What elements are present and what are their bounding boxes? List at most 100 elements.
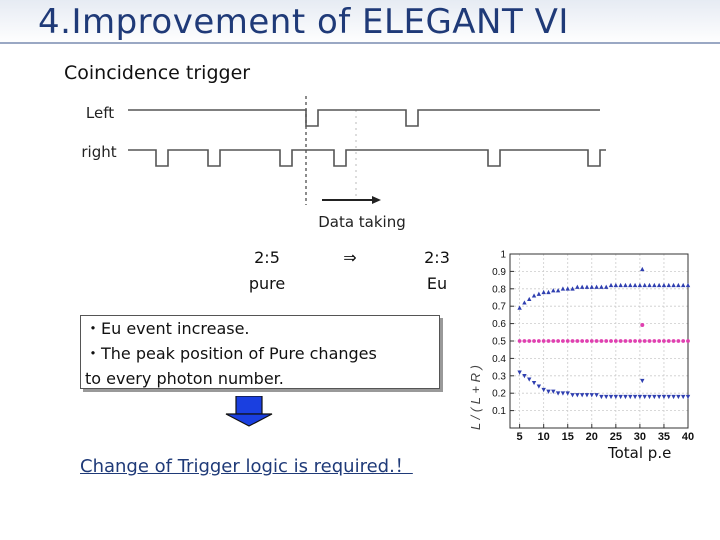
data-point — [671, 339, 676, 343]
data-point — [604, 394, 609, 400]
data-point — [536, 339, 541, 343]
data-point — [531, 380, 537, 386]
x-tick-label: 5 — [517, 431, 523, 443]
data-point — [623, 339, 628, 343]
data-point — [546, 389, 551, 394]
data-point — [676, 282, 681, 288]
chart-xlabel: Total p.e — [608, 444, 672, 462]
data-point — [666, 339, 671, 343]
y-tick-label: 0.7 — [492, 302, 506, 313]
data-point — [585, 339, 589, 343]
data-point — [652, 339, 657, 343]
x-tick-label: 40 — [682, 431, 694, 443]
left-label: Left — [78, 101, 122, 125]
data-point — [671, 282, 676, 288]
data-point — [652, 394, 657, 400]
data-point — [686, 339, 690, 343]
y-tick-label: 0.3 — [492, 371, 506, 382]
ratio-arrow: ⇒ — [343, 248, 357, 267]
ratio-chart: L / ( L + R ) 0.1 0.2 0.3 0.4 0.5 0.6 0.7 0.8 0.9… — [468, 250, 694, 444]
data-point — [628, 282, 633, 288]
data-point — [579, 393, 585, 398]
note-line-2: ・The peak position of Pure changes — [85, 344, 377, 363]
data-point — [680, 282, 686, 288]
data-point — [685, 394, 691, 400]
chart-ylabel-text: L / ( L + R ) — [468, 365, 483, 430]
data-point — [555, 391, 561, 396]
data-point — [618, 394, 623, 400]
data-point — [671, 394, 676, 400]
data-point — [555, 288, 561, 293]
data-point — [623, 394, 628, 400]
legend-marker — [640, 323, 645, 327]
data-point — [604, 284, 609, 289]
data-point — [522, 374, 527, 379]
data-point — [632, 394, 638, 400]
data-point — [556, 339, 561, 343]
data-point — [565, 391, 570, 396]
data-point — [541, 387, 546, 393]
data-point — [662, 339, 666, 343]
data-point — [685, 282, 691, 288]
data-point — [565, 339, 570, 343]
data-point — [546, 289, 551, 295]
notes-box: ・Eu event increase. ・The peak position o… — [80, 315, 440, 389]
x-tick-label: 35 — [658, 431, 670, 443]
data-point — [647, 339, 652, 343]
data-point — [661, 394, 667, 400]
data-point — [536, 384, 542, 389]
data-point — [531, 293, 537, 298]
data-point — [560, 286, 566, 291]
data-point — [536, 291, 542, 296]
data-point — [575, 393, 580, 398]
y-tick-label: 0.1 — [492, 406, 506, 417]
data-point — [570, 339, 575, 343]
data-point — [647, 282, 652, 288]
data-point — [661, 282, 667, 288]
pure-ratio: 2:5 — [254, 248, 280, 267]
down-arrow-icon — [225, 396, 273, 427]
data-point — [604, 339, 609, 343]
data-point — [613, 394, 619, 400]
data-point — [618, 339, 623, 343]
data-taking-label: Data taking — [312, 208, 412, 236]
data-point — [676, 394, 681, 400]
y-tick-label: 0.6 — [492, 319, 506, 330]
data-point — [527, 339, 532, 343]
data-point — [594, 339, 599, 343]
data-point — [560, 391, 566, 396]
right-signal-line — [128, 149, 606, 167]
title-bar — [0, 0, 720, 44]
data-point — [551, 389, 556, 394]
data-point — [584, 284, 590, 289]
data-point — [642, 394, 647, 400]
arrow-head-icon — [372, 196, 381, 204]
pure-label: pure — [248, 274, 286, 293]
data-point — [594, 393, 599, 398]
data-point — [632, 282, 638, 288]
data-point — [637, 394, 643, 400]
data-point — [623, 282, 628, 288]
x-tick-label: 30 — [634, 431, 646, 443]
right-label: right — [72, 140, 126, 164]
x-tick-label: 15 — [562, 431, 574, 443]
data-point — [579, 284, 585, 289]
data-point — [570, 393, 575, 398]
legend-marker — [640, 378, 645, 384]
data-point — [527, 377, 532, 382]
data-point — [589, 339, 594, 343]
x-tick-label: 20 — [586, 431, 598, 443]
data-point — [541, 339, 546, 343]
data-point — [532, 339, 536, 343]
data-point — [517, 305, 522, 310]
trigger-heading: Coincidence trigger — [64, 62, 251, 84]
data-point — [647, 394, 652, 400]
conclusion-text: Change of Trigger logic is required.！ — [80, 456, 413, 477]
data-point — [527, 296, 532, 302]
data-point — [561, 339, 565, 343]
data-point — [613, 339, 618, 343]
y-tick-label: 0.8 — [492, 284, 506, 295]
data-point — [609, 339, 613, 343]
eu-ratio: 2:3 — [424, 248, 450, 267]
